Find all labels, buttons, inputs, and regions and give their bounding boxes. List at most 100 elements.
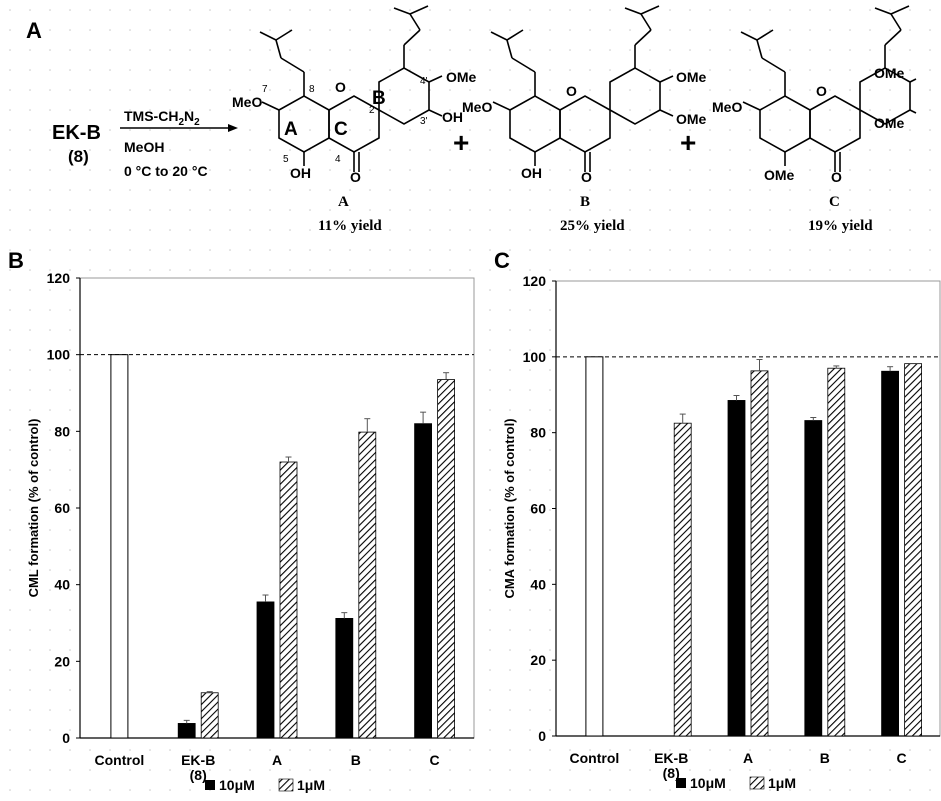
bar-1uM-1: [200, 692, 219, 739]
product-b-yield: 25% yield: [560, 218, 625, 234]
product-c-5-ome: OMe: [764, 167, 795, 183]
category-label-4: C: [897, 750, 907, 766]
product-a-carbonyl-o: O: [350, 169, 361, 185]
product-b-meo: MeO: [462, 99, 492, 115]
chart-cma: 0 20 40 60 80 100 120 CMA formation (% of contr…: [502, 273, 941, 791]
bar-10uM-1: [177, 723, 196, 739]
legend-label-1uM: 1μM: [768, 775, 796, 791]
product-b-oh: OH: [521, 165, 542, 181]
product-c-ome-2: OMe: [874, 115, 905, 131]
product-a-structure: [259, 5, 443, 172]
legend-swatch-1uM: [749, 776, 765, 790]
y-tick-label: 60: [54, 500, 70, 516]
bar-10uM-3: [335, 618, 354, 739]
ring-label-b: B: [372, 88, 386, 109]
y-axis-label: CMA formation (% of control): [502, 418, 517, 598]
position-8: 8: [309, 84, 315, 95]
bar-1uM-4: [904, 363, 922, 737]
legend-label-10uM: 10μM: [690, 775, 726, 791]
product-a-ome: OMe: [446, 69, 477, 85]
position-4: 4: [335, 154, 341, 165]
reactant-name: EK-B: [52, 122, 101, 144]
y-tick-label: 20: [530, 652, 546, 668]
product-c-structure: [740, 5, 917, 172]
plus-sign-1: +: [453, 127, 469, 158]
category-label-3: B: [351, 752, 361, 768]
category-label-1: EK-B (8): [181, 752, 215, 783]
reagent-1: TMS-CH2N2: [124, 108, 200, 128]
category-label-2: A: [272, 752, 282, 768]
y-tick-label: 80: [54, 423, 70, 439]
reagent-2: MeOH: [124, 139, 164, 155]
reactant-number: (8): [68, 147, 89, 166]
reaction-scheme: A EK-B (8) TMS-CH2N2 MeOH 0 °C to 20 °C …: [26, 5, 917, 234]
position-3-prime: 3': [420, 116, 428, 127]
bar-1uM-4: [437, 379, 456, 739]
bar-10uM-2: [727, 400, 746, 737]
product-a-label: A: [338, 194, 349, 210]
product-c-label: C: [829, 194, 840, 210]
legend-swatch-10uM: [205, 780, 215, 790]
reaction-temperature: 0 °C to 20 °C: [124, 163, 208, 179]
category-label-4: C: [430, 752, 440, 768]
bar-10uM-4: [414, 423, 433, 739]
y-tick-label: 0: [538, 728, 546, 744]
y-tick-label: 0: [62, 730, 70, 746]
panel-label-c: C: [494, 248, 510, 273]
bar-control: [585, 356, 604, 737]
category-label-1: EK-B (8): [654, 750, 688, 781]
bar-10uM-4: [881, 370, 899, 737]
y-tick-label: 40: [530, 576, 546, 592]
product-b-label: B: [580, 194, 590, 210]
y-tick-label: 40: [54, 577, 70, 593]
panel-label-b: B: [8, 248, 24, 273]
arrow-head: [228, 124, 238, 132]
product-a-ring-o: O: [335, 79, 346, 95]
product-a-meo: MeO: [232, 94, 262, 110]
y-tick-label: 80: [530, 425, 546, 441]
y-tick-label: 60: [530, 501, 546, 517]
product-b-ome-2: OMe: [676, 111, 707, 127]
bar-1uM-2: [750, 370, 769, 737]
category-label-2: A: [743, 750, 753, 766]
y-tick-label: 100: [523, 349, 547, 365]
legend-swatch-10uM: [676, 778, 686, 788]
legend-swatch-1uM: [278, 778, 294, 792]
y-axis-label: CML formation (% of control): [26, 419, 41, 598]
product-c-ring-o: O: [816, 83, 827, 99]
product-b-ome-1: OMe: [676, 69, 707, 85]
position-5: 5: [283, 154, 289, 165]
bar-1uM-2: [279, 461, 298, 739]
bar-10uM-3: [804, 420, 823, 737]
product-c-meo: MeO: [712, 99, 742, 115]
bar-control: [110, 354, 129, 739]
product-c-ome-1: OMe: [874, 65, 905, 81]
bar-1uM-1: [673, 422, 692, 737]
product-a-yield: 11% yield: [318, 218, 382, 234]
product-a-5-oh: OH: [290, 165, 311, 181]
legend-label-1uM: 1μM: [297, 777, 325, 793]
y-tick-label: 100: [47, 347, 71, 363]
ring-label-a: A: [284, 119, 298, 140]
product-c-yield: 19% yield: [808, 218, 873, 234]
plus-sign-2: +: [680, 127, 696, 158]
chart-cml: 0 20 40 60 80 100 120 CML formation (% of contr…: [26, 270, 475, 793]
y-tick-label: 20: [54, 653, 70, 669]
product-a-oh: OH: [442, 109, 463, 125]
category-label-3: B: [820, 750, 830, 766]
bar-1uM-3: [358, 431, 377, 739]
product-c-carbonyl-o: O: [831, 169, 842, 185]
legend-label-10uM: 10μM: [219, 777, 255, 793]
y-tick-label: 120: [523, 273, 547, 289]
ring-label-c: C: [334, 119, 348, 140]
bar-1uM-3: [827, 367, 846, 737]
position-4-prime: 4': [420, 76, 428, 87]
product-b-carbonyl-o: O: [581, 169, 592, 185]
product-b-structure: [490, 5, 674, 172]
y-tick-label: 120: [47, 270, 71, 286]
panel-label-a: A: [26, 18, 42, 43]
position-2: 2: [369, 105, 375, 116]
category-label-0: Control: [570, 750, 620, 766]
position-7: 7: [262, 84, 268, 95]
